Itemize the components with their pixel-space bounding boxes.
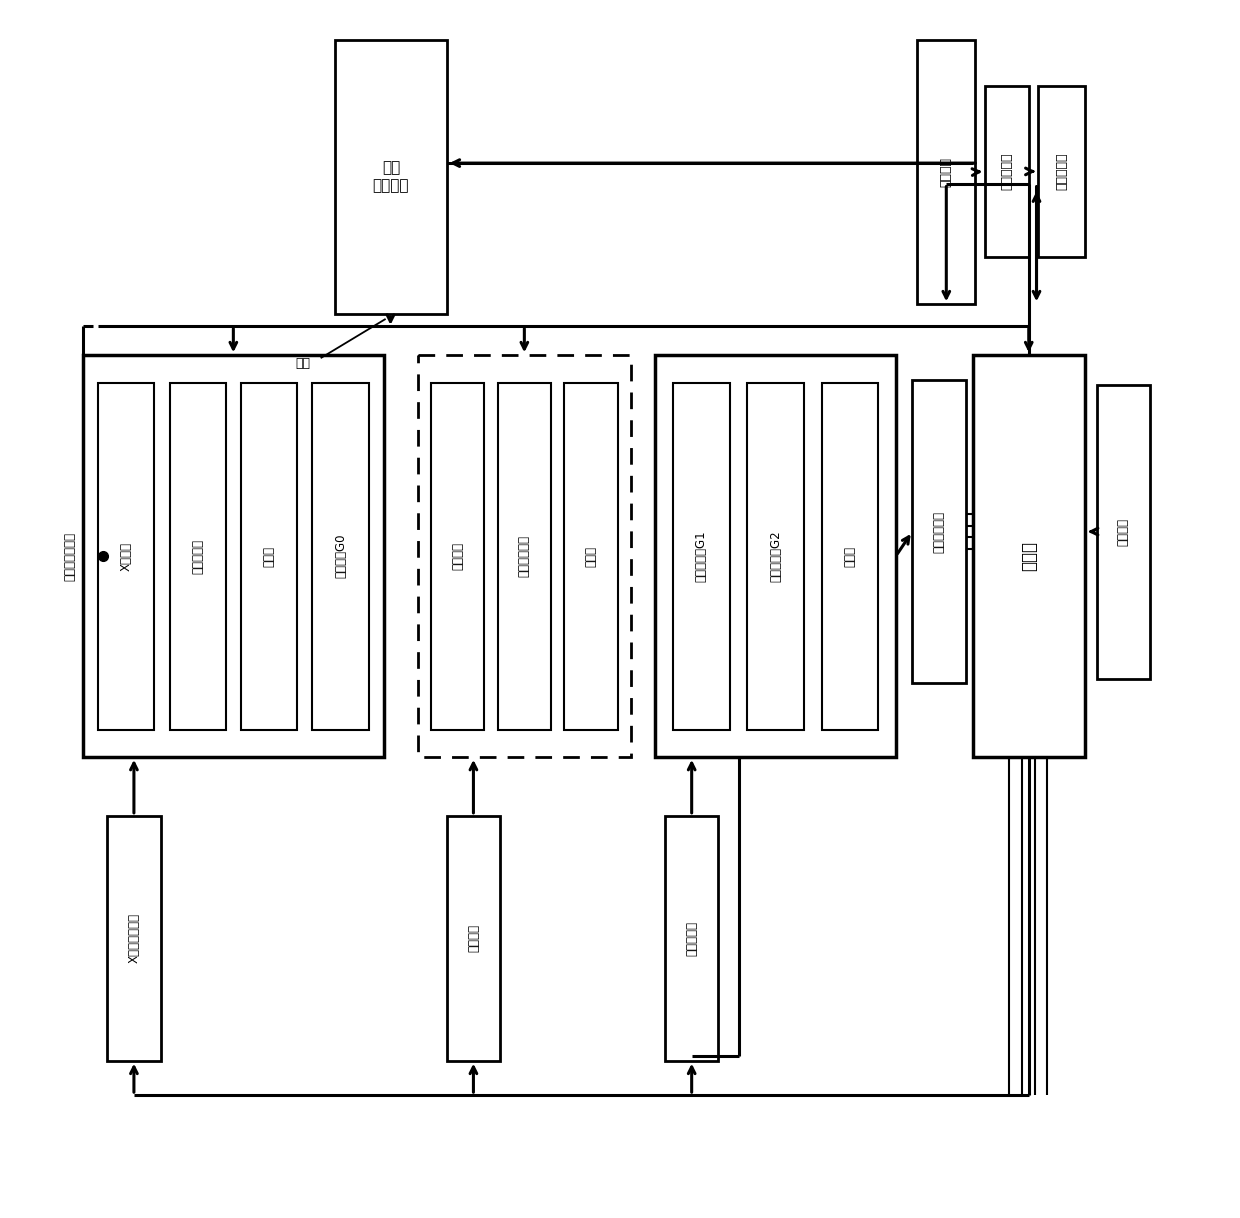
Bar	[673, 382, 729, 730]
Text: 计算机: 计算机	[1021, 541, 1038, 571]
Bar	[822, 382, 878, 730]
Bar	[312, 382, 368, 730]
Text: X射线管控制器: X射线管控制器	[128, 914, 140, 963]
Text: 压缩马达: 压缩马达	[467, 924, 480, 952]
Text: 插膂: 插膂	[295, 357, 311, 369]
Bar	[665, 816, 718, 1061]
Bar	[432, 382, 485, 730]
Bar	[497, 382, 551, 730]
Bar	[98, 382, 155, 730]
Bar	[564, 382, 618, 730]
Text: 滤光片: 滤光片	[263, 546, 275, 566]
Text: 目标（乳房）: 目标（乳房）	[518, 535, 531, 577]
Text: 压电平移台: 压电平移台	[686, 921, 698, 956]
Bar	[1038, 85, 1085, 257]
Bar	[748, 382, 804, 730]
Bar	[973, 356, 1085, 756]
Bar	[985, 85, 1029, 257]
Text: 用户界面: 用户界面	[1117, 518, 1130, 546]
Text: 焦点（插射点）: 焦点（插射点）	[63, 531, 76, 581]
Text: 图像处理器: 图像处理器	[1001, 152, 1013, 190]
Bar	[1096, 385, 1149, 678]
Text: 读出电子设备: 读出电子设备	[932, 510, 946, 553]
Bar	[241, 382, 298, 730]
Bar	[655, 356, 895, 756]
Text: 高束暗准仪: 高束暗准仪	[191, 538, 205, 574]
Bar	[107, 816, 161, 1061]
Text: 检测器: 检测器	[843, 546, 857, 566]
Bar	[170, 382, 226, 730]
Text: 插膂
波特马达: 插膂 波特马达	[373, 161, 409, 192]
Text: 图像显示器: 图像显示器	[1055, 152, 1068, 190]
Bar	[913, 380, 966, 683]
Text: 源光栅，G0: 源光栅，G0	[334, 533, 347, 579]
Bar	[918, 40, 976, 304]
Text: 分析光栅，G2: 分析光栅，G2	[769, 530, 782, 582]
Bar	[335, 40, 446, 314]
Text: 数据存储: 数据存储	[940, 157, 952, 186]
Bar	[446, 816, 500, 1061]
Bar	[83, 356, 383, 756]
Text: 相位光栅，G1: 相位光栅，G1	[694, 530, 708, 582]
Bar	[418, 356, 631, 756]
Text: 支撑板: 支撑板	[584, 546, 598, 566]
Text: 压缩叶片: 压缩叶片	[451, 542, 464, 570]
Text: X射线管: X射线管	[120, 542, 133, 570]
